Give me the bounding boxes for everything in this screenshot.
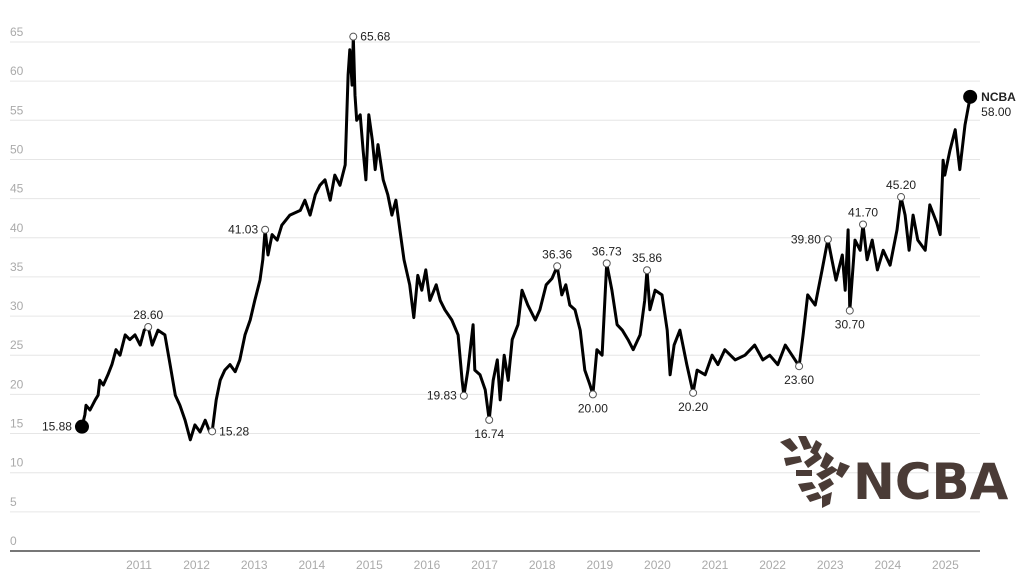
gridlines	[10, 41, 980, 513]
y-axis-ticks: 0 5 10 15 20 25 30 35 40 45 50 55 60 65	[10, 25, 24, 548]
annotation-marker	[261, 225, 270, 234]
annotation-marker	[823, 235, 832, 244]
y-tick-label: 50	[10, 142, 24, 156]
y-tick-label: 10	[10, 456, 24, 470]
x-tick-label: 2024	[874, 558, 901, 572]
annotation-label: 30.70	[835, 318, 865, 332]
x-tick-label: 2018	[529, 558, 556, 572]
annotation-label: 28.60	[133, 308, 163, 322]
annotation-marker	[795, 362, 804, 371]
x-axis-ticks: 2011 2012 2013 2014 2015 2016 2017 2018 2019 2020…	[126, 558, 959, 572]
annotation-label: 39.80	[791, 232, 821, 246]
annotation-marker	[485, 415, 494, 424]
start-point-marker	[74, 419, 89, 434]
y-tick-label: 25	[10, 338, 24, 352]
y-tick-label: 40	[10, 221, 24, 235]
annotation-marker	[602, 259, 611, 268]
annotation-label: 41.70	[848, 205, 878, 219]
ncba-logo-mark-icon	[780, 436, 850, 508]
y-tick-label: 60	[10, 64, 24, 78]
y-tick-label: 65	[10, 25, 24, 39]
annotation-label: 15.28	[219, 424, 249, 438]
x-tick-label: 2023	[817, 558, 844, 572]
x-tick-label: 2021	[702, 558, 729, 572]
y-tick-label: 5	[10, 495, 17, 509]
y-tick-label: 30	[10, 299, 24, 313]
annotation-label: 65.68	[360, 30, 390, 44]
x-tick-label: 2013	[241, 558, 268, 572]
y-tick-label: 15	[10, 417, 24, 431]
series-line-ncba	[80, 35, 972, 442]
series-end-label: NCBA	[981, 90, 1016, 104]
y-tick-label: 20	[10, 377, 24, 391]
y-tick-label: 45	[10, 182, 24, 196]
x-tick-label: 2025	[932, 558, 959, 572]
y-tick-label: 35	[10, 260, 24, 274]
x-tick-label: 2015	[356, 558, 383, 572]
y-tick-label: 55	[10, 103, 24, 117]
annotation-label: 20.00	[578, 401, 608, 415]
y-tick-label: 0	[10, 534, 17, 548]
annotation-label: 58.00	[981, 105, 1011, 119]
annotation-label: 23.60	[784, 373, 814, 387]
annotation-marker	[588, 390, 597, 399]
annotation-marker	[689, 388, 698, 397]
end-point-marker	[963, 89, 978, 104]
annotation-label: 35.86	[632, 251, 662, 265]
annotation-marker	[897, 193, 906, 202]
annotation-marker	[208, 427, 217, 436]
x-tick-label: 2020	[644, 558, 671, 572]
x-tick-label: 2022	[759, 558, 786, 572]
annotation-label: 19.83	[427, 389, 457, 403]
annotation-marker	[553, 262, 562, 271]
ncba-logo: NCBA	[780, 436, 1009, 511]
x-tick-label: 2014	[298, 558, 325, 572]
annotation-label: 16.74	[474, 427, 504, 441]
x-tick-label: 2016	[414, 558, 441, 572]
annotation-label: 36.36	[542, 247, 572, 261]
annotation-marker	[459, 391, 468, 400]
annotation-label: 41.03	[228, 223, 258, 237]
annotations: 15.88 28.60 15.28 41.03 65.68 19.83 16.74 36.36…	[42, 30, 1016, 441]
annotation-marker	[643, 266, 652, 275]
annotation-label: 15.88	[42, 420, 72, 434]
annotation-marker	[859, 220, 868, 229]
annotation-marker	[349, 32, 358, 41]
x-tick-label: 2017	[471, 558, 498, 572]
annotation-label: 45.20	[886, 178, 916, 192]
annotation-marker	[845, 306, 854, 315]
x-tick-label: 2012	[183, 558, 210, 572]
annotation-marker	[144, 323, 153, 332]
x-tick-label: 2019	[586, 558, 613, 572]
annotation-label: 20.20	[678, 400, 708, 414]
logo-wordmark: NCBA	[853, 453, 1009, 511]
x-tick-label: 2011	[126, 558, 152, 572]
annotation-label: 36.73	[592, 244, 622, 258]
